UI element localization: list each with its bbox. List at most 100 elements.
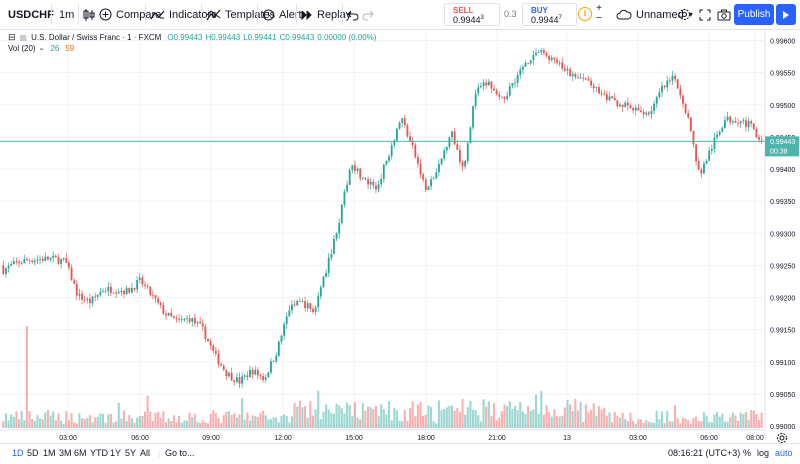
candle-body (556, 59, 558, 63)
range-3m[interactable]: 3M (59, 448, 72, 458)
interval-button[interactable]: 1m (59, 0, 74, 29)
compare-button[interactable]: Compare (99, 0, 161, 29)
divider (342, 4, 343, 25)
candle-body (33, 260, 36, 263)
volume-bar (91, 422, 94, 428)
alarm-clock-icon (263, 9, 274, 21)
chevron-down-icon[interactable]: ⌄ (38, 45, 45, 52)
redo-button[interactable] (362, 0, 374, 29)
symbol-legend: ⊟ ▦ U.S. Dollar / Swiss Franc · 1 · FXCM… (8, 30, 376, 44)
templates-button[interactable]: Templates (206, 0, 275, 29)
candle-body (254, 369, 257, 375)
candle-body (647, 112, 650, 115)
candle-body (390, 145, 393, 157)
volume-bar (524, 413, 527, 428)
divider (145, 4, 146, 25)
volume-bar (558, 416, 561, 428)
volume-bar (490, 415, 493, 428)
chart-style-button[interactable] (83, 0, 95, 29)
candle-body (343, 191, 346, 205)
undo-button[interactable] (347, 0, 359, 29)
candle-body (500, 96, 503, 98)
symbol-search[interactable]: USDCHF (8, 0, 54, 29)
candle-body (737, 122, 739, 124)
quantity-stepper[interactable]: + − (596, 3, 602, 24)
volume-bar (353, 402, 356, 428)
volume-bar (653, 422, 656, 428)
volume-bar (94, 417, 97, 428)
candle-body (600, 93, 603, 95)
candle-body (419, 163, 422, 175)
volume-bar (726, 421, 729, 428)
candle-body (456, 144, 459, 150)
candle-body (346, 184, 348, 192)
candle-body (718, 131, 721, 135)
candle-body (28, 260, 31, 261)
volume-bar (471, 409, 475, 428)
range-all[interactable]: All (140, 448, 151, 458)
candle-body (104, 291, 107, 292)
range-6m[interactable]: 6M (74, 448, 87, 458)
volume-bar (130, 418, 133, 428)
candle-body (44, 256, 47, 261)
publish-button[interactable]: Publish (734, 4, 774, 25)
candle-body (453, 131, 456, 145)
percent-toggle[interactable]: % (743, 448, 752, 458)
range-ytd[interactable]: YTD (90, 448, 108, 458)
volume-bar (671, 421, 674, 428)
screenshot-button[interactable] (717, 0, 731, 29)
volume-bar (238, 414, 241, 428)
layout-menu-button[interactable]: Unnamed ▾ (616, 0, 693, 29)
alert-button[interactable]: Alert (262, 0, 302, 29)
collapse-icon[interactable]: ⊟ (8, 31, 16, 42)
volume-bar (222, 415, 225, 428)
volume-bar (445, 407, 448, 428)
auto-scale-toggle[interactable]: auto (775, 448, 793, 458)
info-icon[interactable]: i (578, 7, 592, 21)
range-1y[interactable]: 1Y (110, 448, 122, 458)
candle-body (658, 92, 661, 98)
volume-bar (508, 401, 511, 428)
volume-bar (424, 414, 427, 428)
candle-body (668, 80, 671, 82)
volume-bar (311, 415, 315, 428)
price-tick-label: 0.99400 (770, 167, 795, 174)
candle-body (172, 316, 175, 319)
range-1d[interactable]: 1D (12, 448, 24, 458)
current-price-label: 0.99443 00:38 (765, 136, 799, 157)
goto-button[interactable]: Go to... (165, 448, 195, 458)
fullscreen-button[interactable] (699, 0, 711, 29)
candle-body (414, 144, 417, 158)
candle-body (380, 178, 383, 185)
indicators-button[interactable]: Indicators (150, 0, 217, 29)
volume-bar (319, 419, 322, 428)
clock-timezone[interactable]: 08:16:21 (UTC+3) (668, 448, 741, 458)
axis-settings-icon[interactable] (776, 432, 788, 444)
volume-bar (227, 411, 231, 428)
range-5y[interactable]: 5Y (125, 448, 137, 458)
candle-body (94, 296, 97, 298)
settings-button[interactable] (678, 0, 691, 29)
sell-button[interactable]: SELL 0.99443 (444, 3, 500, 26)
volume-bar (390, 420, 393, 428)
candle-body (393, 140, 396, 146)
time-tick-label: 06:00 (131, 435, 149, 442)
range-1m[interactable]: 1M (43, 448, 56, 458)
volume-bar (548, 412, 551, 428)
range-5d[interactable]: 5D (27, 448, 39, 458)
volume-legend-label[interactable]: Vol (20) (8, 43, 36, 53)
volume-bar (343, 413, 346, 428)
candle-body (558, 62, 561, 64)
candle-body (319, 287, 322, 297)
buy-button[interactable]: BUY 0.99447 (522, 3, 577, 26)
play-button[interactable] (776, 4, 796, 25)
candle-body (577, 77, 579, 79)
volume-bar (28, 411, 31, 428)
log-toggle[interactable]: log (757, 448, 770, 458)
volume-bar (663, 422, 666, 428)
volume-bar (718, 416, 721, 428)
volume-bar (164, 422, 168, 428)
candle-body (144, 284, 146, 286)
volume-bar (516, 409, 519, 428)
